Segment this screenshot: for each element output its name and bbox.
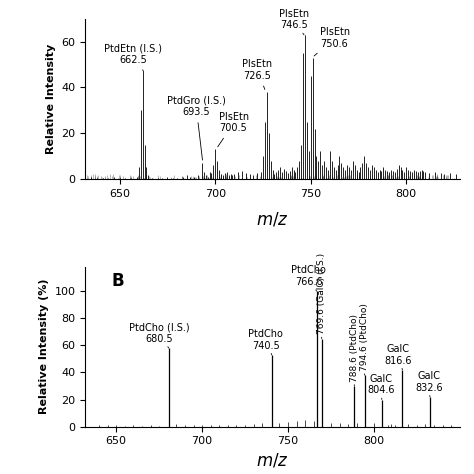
Text: PtdGro (I.S.)
693.5: PtdGro (I.S.) 693.5	[167, 96, 226, 160]
Text: 769.6 (GalC) (I.S.): 769.6 (GalC) (I.S.)	[317, 253, 326, 338]
Text: $\mathit{m/z}$: $\mathit{m/z}$	[256, 211, 289, 229]
Text: PlsEtn
746.5: PlsEtn 746.5	[279, 9, 309, 35]
Y-axis label: Relative Intensity: Relative Intensity	[46, 44, 56, 154]
Text: 794.6 (PtdCho): 794.6 (PtdCho)	[360, 303, 369, 375]
Y-axis label: Relative Intensity (%): Relative Intensity (%)	[39, 279, 49, 414]
Text: PlsEtn
726.5: PlsEtn 726.5	[242, 59, 273, 90]
X-axis label: $\mathit{m/z}$: $\mathit{m/z}$	[256, 452, 289, 470]
Text: 788.6 (PtdCho): 788.6 (PtdCho)	[350, 314, 359, 386]
Text: PlsEtn
750.6: PlsEtn 750.6	[314, 27, 350, 56]
Text: PlsEtn
700.5: PlsEtn 700.5	[218, 111, 249, 147]
Text: GalC
816.6: GalC 816.6	[384, 344, 412, 370]
Text: PtdEtn (I.S.)
662.5: PtdEtn (I.S.) 662.5	[104, 43, 162, 72]
Text: GalC
804.6: GalC 804.6	[367, 374, 394, 400]
Text: PtdCho (I.S.)
680.5: PtdCho (I.S.) 680.5	[129, 322, 190, 348]
Text: B: B	[111, 272, 124, 290]
Text: GalC
832.6: GalC 832.6	[415, 371, 443, 397]
Text: PtdCho
740.5: PtdCho 740.5	[248, 329, 283, 355]
Text: PtdCho
766.6: PtdCho 766.6	[291, 265, 326, 291]
